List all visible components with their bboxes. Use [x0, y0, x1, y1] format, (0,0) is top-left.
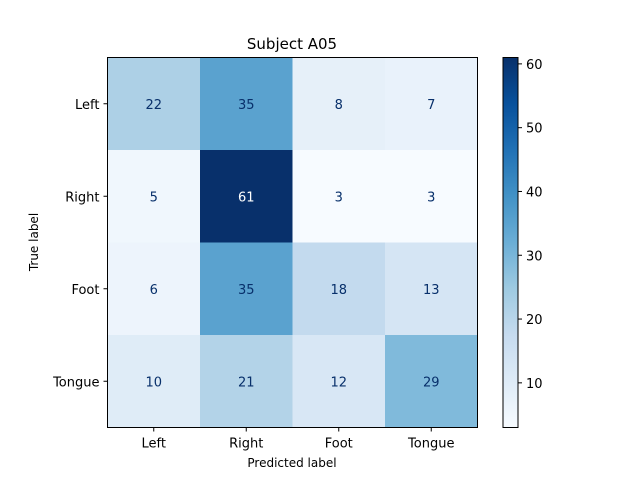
y-axis: Left Right Foot Tongue: [52, 98, 108, 390]
plot-frame: [107, 57, 478, 428]
x-tick-label: Left: [142, 437, 166, 452]
heatmap-cell: [292, 335, 386, 428]
heatmap-cell: [107, 57, 201, 151]
heatmap-cell: [385, 242, 478, 336]
heatmap-cell: [200, 335, 293, 428]
heatmap-cell: [107, 242, 201, 336]
heatmap-cell: [200, 242, 293, 336]
colorbar: [503, 57, 518, 428]
y-tick-label: Right: [65, 190, 99, 205]
x-tick-label: Foot: [325, 437, 353, 452]
cell-value-label: 21: [238, 375, 255, 390]
heatmap-cell: [385, 57, 478, 151]
heatmap-cell: [292, 150, 386, 243]
y-tick-label: Foot: [71, 283, 99, 298]
cell-value-label: 35: [238, 98, 255, 113]
cell-value-label: 22: [145, 98, 162, 113]
heatmap-cell: [292, 242, 386, 336]
cell-value-label: 3: [335, 190, 343, 205]
cell-value-label: 18: [330, 283, 347, 298]
heatmap-cell: [200, 150, 293, 243]
cell-value-label: 3: [427, 190, 435, 205]
cell-value-label: 35: [238, 283, 255, 298]
x-tick-label: Tongue: [407, 437, 454, 452]
colorbar-ticks: 10 20 30 40 50 60: [518, 58, 543, 392]
cell-value-labels: 22 35 8 7 5 61 3 3 6 35 18 13 10 21 12 29: [145, 98, 439, 391]
cell-value-label: 7: [427, 98, 435, 113]
colorbar-frame: [502, 57, 519, 428]
chart-title: Subject A05: [247, 35, 337, 53]
heatmap-cell: [200, 57, 293, 151]
colorbar-tick-label: 20: [526, 313, 543, 328]
colorbar-tick-label: 40: [526, 185, 543, 200]
colorbar-tick-label: 60: [526, 58, 543, 73]
cell-value-label: 29: [423, 375, 440, 390]
cell-value-label: 8: [335, 98, 343, 113]
heatmap-cell: [107, 335, 201, 428]
x-tick-label: Right: [229, 437, 263, 452]
cell-value-label: 13: [423, 283, 440, 298]
heatmap-cells: [107, 57, 478, 428]
heatmap-cell: [107, 150, 201, 243]
cell-value-label: 5: [150, 190, 158, 205]
cell-value-label: 12: [330, 375, 347, 390]
colorbar-tick-label: 10: [526, 377, 543, 392]
colorbar-tick-label: 30: [526, 249, 543, 264]
x-axis-label: Predicted label: [247, 456, 336, 470]
colorbar-tick-label: 50: [526, 122, 543, 137]
heatmap-cell: [292, 57, 386, 151]
y-axis-label: True label: [27, 213, 41, 272]
heatmap-cell: [385, 150, 478, 243]
y-tick-label: Tongue: [52, 375, 99, 390]
heatmap-cell: [385, 335, 478, 428]
cell-value-label: 6: [150, 283, 158, 298]
cell-value-label: 10: [145, 375, 162, 390]
cell-value-label: 61: [238, 190, 255, 205]
x-axis: Left Right Foot Tongue: [142, 427, 454, 452]
y-tick-label: Left: [75, 98, 99, 113]
